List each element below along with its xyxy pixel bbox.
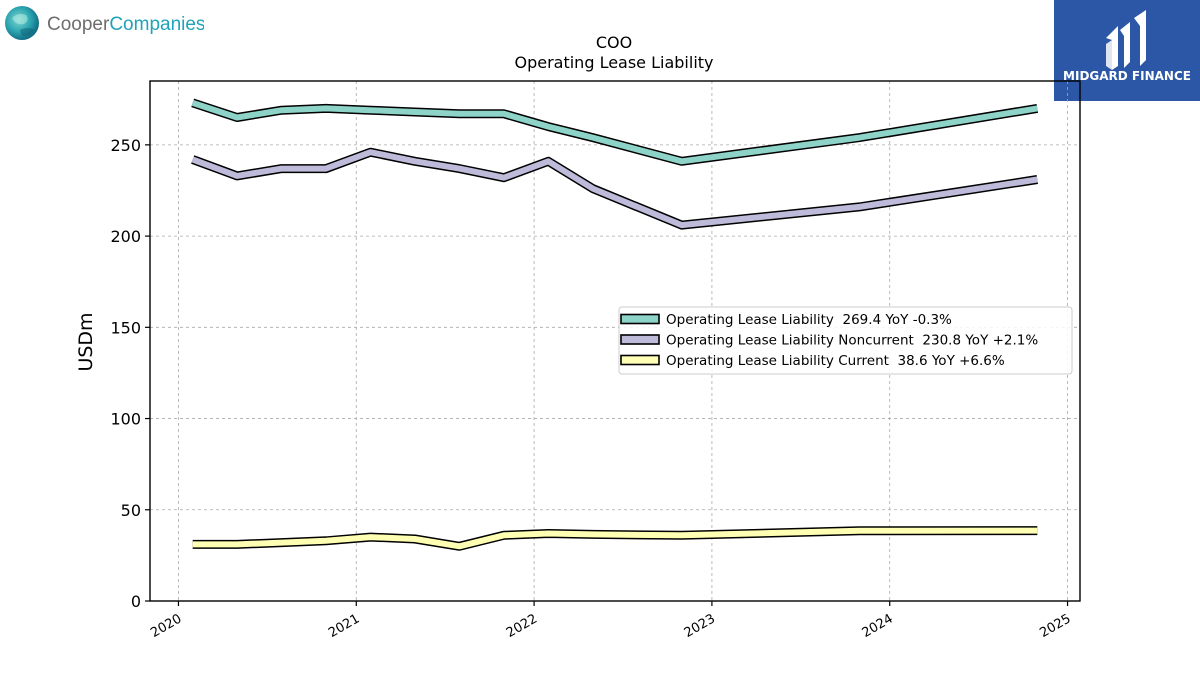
plot-frame <box>149 80 1081 602</box>
y-tick-label: 0 <box>131 592 141 611</box>
series-line <box>191 149 1038 229</box>
y-tick-label: 200 <box>110 227 141 246</box>
cooper-companies-logo: CooperCompanies <box>5 6 204 40</box>
series-1 <box>191 98 1039 166</box>
legend-swatch <box>620 313 660 325</box>
series-line <box>191 100 1038 165</box>
x-tick-label: 2024 <box>860 611 896 641</box>
x-tick-label: 2021 <box>326 611 362 641</box>
svg-text:CooperCompanies: CooperCompanies <box>47 14 204 35</box>
y-tick-label: 50 <box>121 501 141 520</box>
x-tick-label: 2020 <box>148 611 184 641</box>
x-tick-label: 2025 <box>1037 611 1073 641</box>
series-3 <box>192 526 1038 551</box>
series-line <box>192 527 1038 550</box>
legend-entry: Operating Lease Liability Current 38.6 Y… <box>666 353 1005 369</box>
company-name-part2: Companies <box>109 14 204 35</box>
x-tick-label: 2022 <box>504 611 540 641</box>
y-axis-label: USDm <box>75 312 97 371</box>
legend-box <box>618 306 1073 375</box>
legend-entry: Operating Lease Liability Noncurrent 230… <box>666 333 1038 349</box>
legend-swatch <box>620 354 660 366</box>
legend-swatch <box>620 334 660 345</box>
series-line-outline <box>191 147 1038 230</box>
legend-entry: Operating Lease Liability 269.4 YoY -0.3… <box>666 312 952 328</box>
midgard-finance-logo: MIDGARD FINANCE <box>1054 0 1200 101</box>
partner-name: MIDGARD FINANCE <box>1063 69 1191 83</box>
chart-title: COO <box>596 33 632 52</box>
legend: Operating Lease Liability 269.4 YoY -0.3… <box>618 306 1073 375</box>
series-2 <box>191 147 1038 230</box>
y-tick-label: 250 <box>110 136 141 155</box>
x-tick-label: 2023 <box>682 611 718 641</box>
midgard-emblem-icon <box>1106 10 1146 70</box>
company-name-part1: Cooper <box>47 14 110 35</box>
y-tick-label: 150 <box>110 318 141 337</box>
chart-subtitle: Operating Lease Liability <box>514 53 713 72</box>
y-tick-label: 100 <box>110 410 141 429</box>
